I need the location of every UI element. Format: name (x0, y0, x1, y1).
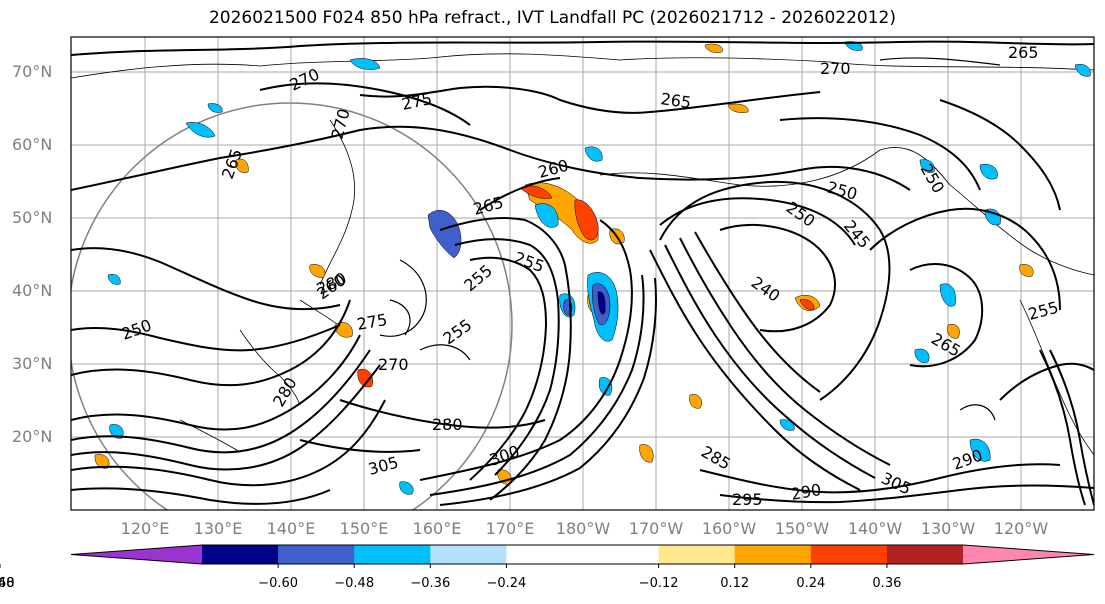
lat-label-30n: 30°N (12, 354, 53, 373)
lat-label-70n: 70°N (12, 62, 53, 81)
lon-label-140w: 140°W (847, 519, 903, 538)
contour-label: 265 (659, 89, 692, 112)
map-title: 2026021500 F024 850 hPa refract., IVT La… (208, 8, 896, 28)
colorbar-tick-label: −0.60 (258, 576, 299, 591)
lon-label-160e: 160°E (412, 519, 462, 538)
lon-label-180w: 180°W (555, 519, 611, 538)
negative-anomaly-shading (107, 41, 1091, 495)
colorbar-extend-min (71, 545, 202, 564)
lon-label-160w: 160°W (701, 519, 757, 538)
refractivity-contours-thin (379, 57, 1001, 421)
colorbar-tick-label: 0.36 (872, 576, 902, 591)
colorbar-bin (430, 545, 507, 564)
lon-label-150e: 150°E (339, 519, 389, 538)
colorbar-bin (886, 545, 964, 564)
lon-label-170e: 170°E (485, 519, 535, 538)
contour-label: 265 (1008, 43, 1039, 62)
lon-label-150w: 150°W (774, 519, 830, 538)
colorbar-bin (354, 545, 431, 564)
colorbar-tick-label: 0.12 (720, 576, 750, 591)
lon-label-130w: 130°W (920, 519, 976, 538)
lon-label-140e: 140°E (266, 519, 316, 538)
colorbar-tick-label: −0.12 (638, 576, 679, 591)
lon-label-120w: 120°W (993, 519, 1049, 538)
colorbar-tick-label: −0.24 (486, 576, 527, 591)
contour-label: 270 (820, 59, 851, 78)
colorbar-bin (278, 545, 355, 564)
colorbar-bin (202, 545, 279, 564)
colorbar-extend-max (963, 545, 1094, 564)
contour-label: 270 (378, 355, 409, 374)
coastlines (71, 53, 1094, 456)
colorbar-bin (506, 545, 660, 564)
colorbar-bin (734, 545, 812, 564)
contour-label: 280 (432, 415, 463, 434)
lat-label-60n: 60°N (12, 135, 53, 154)
map-frame (70, 36, 1095, 511)
colorbar-bin (810, 545, 888, 564)
colorbar-tick-label: −0.36 (410, 576, 451, 591)
lat-label-50n: 50°N (12, 208, 53, 227)
lon-label-130e: 130°E (193, 519, 243, 538)
colorbar-bin (658, 545, 736, 564)
lat-label-20n: 20°N (12, 427, 53, 446)
lon-label-120e: 120°E (120, 519, 170, 538)
colorbar-tick-label: 0.24 (796, 576, 826, 591)
contour-label: 295 (732, 490, 763, 509)
lat-label-40n: 40°N (12, 281, 53, 300)
colorbar-outline (70, 544, 1095, 565)
colorbar-tick-label: 0.48 (0, 576, 15, 591)
colorbar (0, 544, 1095, 568)
lon-label-170w: 170°W (628, 519, 684, 538)
colorbar-tick-label: 0.60 (0, 576, 15, 591)
landfall-region-circle (71, 102, 513, 510)
refractivity-contours (71, 40, 1094, 506)
colorbar-tick-label: −0.48 (334, 576, 375, 591)
